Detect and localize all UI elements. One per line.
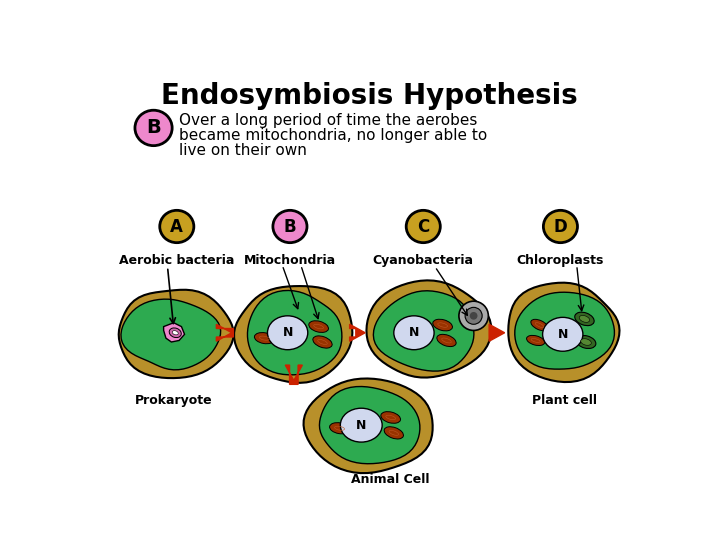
- Ellipse shape: [169, 328, 181, 338]
- Polygon shape: [508, 282, 619, 382]
- Text: C: C: [417, 218, 429, 235]
- Polygon shape: [304, 379, 433, 473]
- Ellipse shape: [172, 330, 179, 335]
- Ellipse shape: [330, 423, 349, 434]
- Polygon shape: [366, 280, 491, 377]
- Text: became mitochondria, no longer able to: became mitochondria, no longer able to: [179, 128, 487, 143]
- Ellipse shape: [580, 315, 590, 322]
- Text: N: N: [356, 418, 366, 431]
- Polygon shape: [121, 299, 220, 370]
- Polygon shape: [489, 325, 505, 341]
- Ellipse shape: [465, 307, 482, 325]
- Ellipse shape: [273, 210, 307, 242]
- Polygon shape: [515, 292, 614, 369]
- Ellipse shape: [575, 312, 594, 326]
- Ellipse shape: [394, 316, 434, 350]
- Polygon shape: [163, 323, 184, 342]
- Ellipse shape: [381, 411, 400, 423]
- Ellipse shape: [469, 312, 477, 320]
- Polygon shape: [216, 325, 233, 341]
- Ellipse shape: [135, 110, 172, 146]
- Polygon shape: [350, 325, 365, 341]
- Text: N: N: [409, 326, 419, 339]
- Text: Mitochondria: Mitochondria: [244, 254, 336, 267]
- Text: live on their own: live on their own: [179, 143, 307, 158]
- Ellipse shape: [543, 318, 583, 351]
- Text: Chloroplasts: Chloroplasts: [517, 254, 604, 267]
- Text: Animal Cell: Animal Cell: [351, 473, 430, 486]
- Ellipse shape: [309, 321, 328, 333]
- Text: B: B: [146, 118, 161, 138]
- Text: Plant cell: Plant cell: [532, 394, 597, 407]
- Text: Over a long period of time the aerobes: Over a long period of time the aerobes: [179, 112, 477, 127]
- Text: A: A: [171, 218, 183, 235]
- Ellipse shape: [254, 333, 274, 344]
- Text: N: N: [282, 326, 293, 339]
- Ellipse shape: [433, 319, 452, 331]
- Text: Endosymbiosis Hypothesis: Endosymbiosis Hypothesis: [161, 82, 577, 110]
- Polygon shape: [285, 365, 302, 384]
- Text: Cyanobacteria: Cyanobacteria: [373, 254, 474, 267]
- Polygon shape: [374, 291, 474, 371]
- Text: Aerobic bacteria: Aerobic bacteria: [119, 254, 235, 267]
- Ellipse shape: [526, 335, 545, 346]
- Ellipse shape: [160, 210, 194, 242]
- Text: Prokaryote: Prokaryote: [135, 394, 212, 407]
- Polygon shape: [248, 291, 342, 375]
- Text: D: D: [554, 218, 567, 235]
- Polygon shape: [119, 290, 234, 378]
- Ellipse shape: [437, 334, 456, 347]
- Ellipse shape: [267, 316, 307, 350]
- Ellipse shape: [459, 301, 488, 330]
- Ellipse shape: [406, 210, 441, 242]
- Polygon shape: [234, 286, 352, 383]
- Ellipse shape: [531, 319, 548, 331]
- Ellipse shape: [313, 336, 332, 348]
- Ellipse shape: [581, 339, 591, 345]
- Ellipse shape: [576, 335, 596, 348]
- Ellipse shape: [544, 210, 577, 242]
- Ellipse shape: [384, 427, 403, 439]
- Text: B: B: [284, 218, 296, 235]
- Text: N: N: [557, 328, 568, 341]
- Ellipse shape: [341, 408, 382, 442]
- Polygon shape: [320, 387, 420, 464]
